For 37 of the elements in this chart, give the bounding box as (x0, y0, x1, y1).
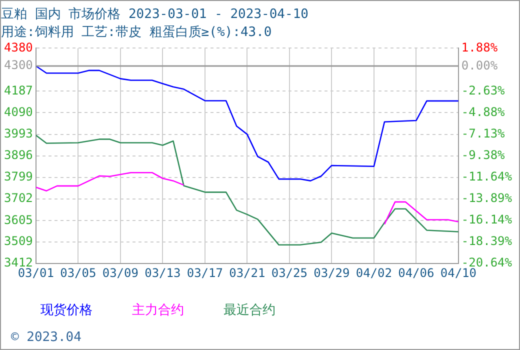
chart-subtitle: 用途:饲料用 工艺:带皮 粗蛋白质≥(%):43.0 (1, 24, 272, 40)
x-tick-label: 03/13 (144, 266, 181, 280)
y2-tick-label: 0.00% (461, 58, 498, 72)
chart-title: 豆粕 国内 市场价格 2023-03-01 - 2023-04-10 (1, 7, 308, 22)
y-tick-label: 3509 (4, 234, 33, 248)
x-tick-label: 03/09 (102, 266, 138, 280)
y2-tick-label: -9.38% (461, 148, 506, 162)
y2-tick-label: 1.88% (461, 40, 498, 54)
y-tick-label: 4380 (4, 40, 33, 54)
y2-tick-label: -2.63% (461, 83, 506, 98)
text: 主力合约 (132, 302, 184, 318)
y-tick-label: 3896 (4, 148, 33, 162)
y2-tick-label: -18.39% (461, 234, 513, 248)
y2-tick-label: -16.14% (461, 212, 513, 227)
x-tick-label: 04/02 (356, 266, 392, 280)
y-tick-label: 4187 (4, 83, 33, 98)
text: 最近合约 (224, 302, 276, 318)
x-tick-label: 03/29 (314, 266, 350, 280)
y-tick-label: 3702 (4, 191, 33, 206)
x-tick-label: 04/10 (440, 266, 476, 280)
y-tick-label: 3605 (4, 212, 33, 227)
y2-tick-label: -4.88% (461, 104, 506, 119)
x-tick-label: 03/25 (271, 266, 308, 280)
y2-tick-label: -11.64% (461, 170, 513, 184)
x-tick-label: 03/21 (229, 266, 266, 280)
y-tick-label: 3799 (4, 170, 33, 184)
x-tick-label: 03/05 (60, 266, 96, 280)
y2-tick-label: -7.13% (461, 126, 506, 141)
y-tick-label: 4090 (4, 104, 33, 119)
text: © 2023.04 (11, 330, 82, 345)
x-tick-label: 03/01 (18, 266, 54, 280)
y-tick-label: 3993 (4, 126, 33, 140)
x-tick-label: 04/06 (398, 266, 434, 280)
x-tick-label: 03/17 (186, 266, 223, 280)
y-tick-label: 4300 (4, 58, 33, 72)
text: 现货价格 (40, 302, 92, 318)
y2-tick-label: -13.89% (461, 191, 513, 206)
